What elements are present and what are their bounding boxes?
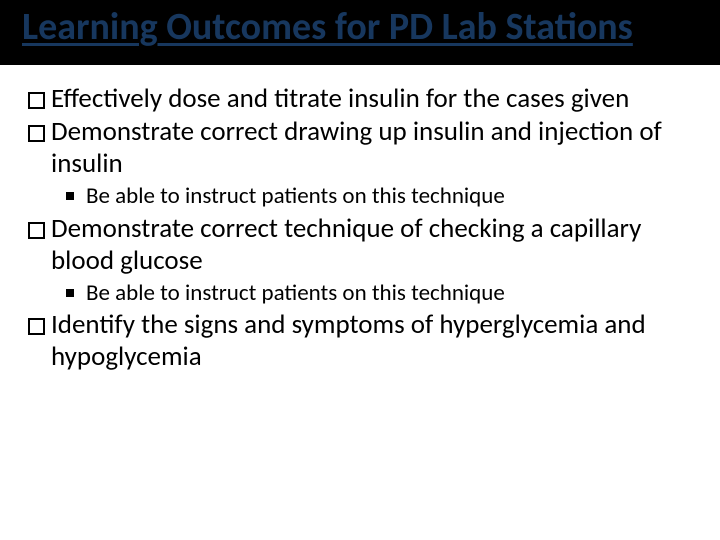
square-icon bbox=[66, 289, 74, 297]
bullet-text: Identify the signs and symptoms of hyper… bbox=[51, 309, 692, 373]
checkbox-icon bbox=[28, 318, 45, 335]
bullet-item: Identify the signs and symptoms of hyper… bbox=[28, 309, 692, 373]
slide-header: Learning Outcomes for PD Lab Stations bbox=[0, 0, 720, 65]
checkbox-icon bbox=[28, 222, 45, 239]
bullet-item: Demonstrate correct technique of checkin… bbox=[28, 213, 692, 277]
sub-bullet-text: Be able to instruct patients on this tec… bbox=[86, 279, 692, 308]
slide-body: Effectively dose and titrate insulin for… bbox=[0, 65, 720, 386]
sub-bullet-item: Be able to instruct patients on this tec… bbox=[28, 279, 692, 308]
bullet-text: Effectively dose and titrate insulin for… bbox=[51, 83, 692, 115]
sub-bullet-text: Be able to instruct patients on this tec… bbox=[86, 182, 692, 211]
slide-title: Learning Outcomes for PD Lab Stations bbox=[22, 6, 698, 49]
square-icon bbox=[66, 192, 74, 200]
checkbox-icon bbox=[28, 125, 45, 142]
bullet-item: Demonstrate correct drawing up insulin a… bbox=[28, 116, 692, 180]
sub-bullet-item: Be able to instruct patients on this tec… bbox=[28, 182, 692, 211]
checkbox-icon bbox=[28, 92, 45, 109]
bullet-text: Demonstrate correct drawing up insulin a… bbox=[51, 116, 692, 180]
bullet-item: Effectively dose and titrate insulin for… bbox=[28, 83, 692, 115]
bullet-text: Demonstrate correct technique of checkin… bbox=[51, 213, 692, 277]
